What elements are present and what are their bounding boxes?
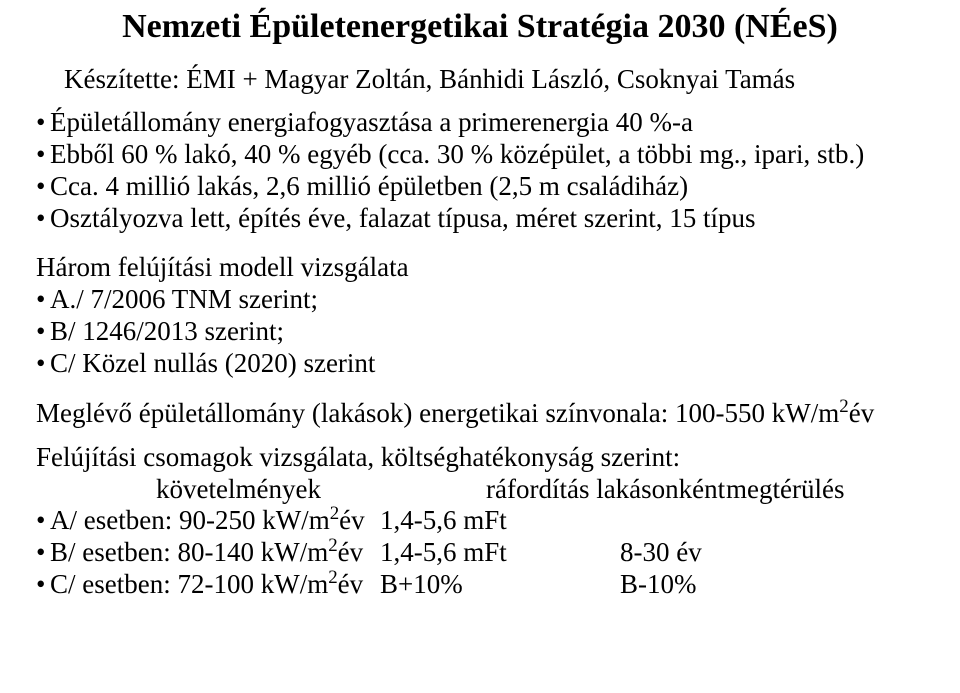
superscript: 2 xyxy=(328,567,337,588)
table-header-cost: ráfordítás lakásonként xyxy=(486,474,726,506)
list-item: A./ 7/2006 TNM szerint; xyxy=(36,284,924,316)
cell-payback: 8-30 év xyxy=(620,537,924,569)
table-header-row: követelmények ráfordítás lakásonként meg… xyxy=(36,474,924,506)
table-row: B/ esetben: 80-140 kW/m2év 1,4-5,6 mFt 8… xyxy=(36,537,924,569)
list-item: Cca. 4 millió lakás, 2,6 millió épületbe… xyxy=(36,171,924,203)
superscript: 2 xyxy=(839,396,848,417)
table-header-requirements: követelmények xyxy=(36,474,486,506)
superscript: 2 xyxy=(330,503,339,524)
table-row: C/ esetben: 72-100 kW/m2év B+10% B-10% xyxy=(36,569,924,601)
superscript: 2 xyxy=(328,535,337,556)
bullets-block-1: Épületállomány energiafogyasztása a prim… xyxy=(36,107,924,234)
text-run: év xyxy=(338,537,363,567)
text-run: év xyxy=(338,569,363,599)
cell-payback: B-10% xyxy=(620,569,924,601)
cell-payback xyxy=(620,505,924,537)
cell-cost: B+10% xyxy=(380,569,620,601)
cell-requirement: B/ esetben: 80-140 kW/m2év xyxy=(36,537,380,569)
text-run: Meglévő épületállomány (lakások) energet… xyxy=(36,398,839,428)
energetics-line: Meglévő épületállomány (lakások) energet… xyxy=(36,398,924,430)
text-run: C/ esetben: 72-100 kW/m xyxy=(50,569,328,599)
cell-cost: 1,4-5,6 mFt xyxy=(380,505,620,537)
authors-line: Készítette: ÉMI + Magyar Zoltán, Bánhidi… xyxy=(64,64,924,95)
page-title: Nemzeti Épületenergetikai Stratégia 2030… xyxy=(36,8,924,46)
section-heading-models: Három felújítási modell vizsgálata xyxy=(36,252,924,284)
text-run: B/ esetben: 80-140 kW/m xyxy=(50,537,328,567)
page-root: Nemzeti Épületenergetikai Stratégia 2030… xyxy=(0,0,960,601)
table-row: A/ esetben: 90-250 kW/m2év 1,4-5,6 mFt xyxy=(36,505,924,537)
bullets-block-2: A./ 7/2006 TNM szerint; B/ 1246/2013 sze… xyxy=(36,284,924,380)
text-run: A/ esetben: 90-250 kW/m xyxy=(50,505,330,535)
table-header-payback: megtérülés xyxy=(726,474,924,506)
text-run: év xyxy=(339,505,364,535)
list-item: B/ 1246/2013 szerint; xyxy=(36,316,924,348)
cell-requirement: A/ esetben: 90-250 kW/m2év xyxy=(36,505,380,537)
packages-line: Felújítási csomagok vizsgálata, költségh… xyxy=(36,442,924,474)
list-item: Osztályozva lett, építés éve, falazat tí… xyxy=(36,203,924,235)
cell-requirement: C/ esetben: 72-100 kW/m2év xyxy=(36,569,380,601)
list-item: Épületállomány energiafogyasztása a prim… xyxy=(36,107,924,139)
text-run: év xyxy=(849,398,874,428)
list-item: C/ Közel nullás (2020) szerint xyxy=(36,348,924,380)
cell-cost: 1,4-5,6 mFt xyxy=(380,537,620,569)
list-item: Ebből 60 % lakó, 40 % egyéb (cca. 30 % k… xyxy=(36,139,924,171)
